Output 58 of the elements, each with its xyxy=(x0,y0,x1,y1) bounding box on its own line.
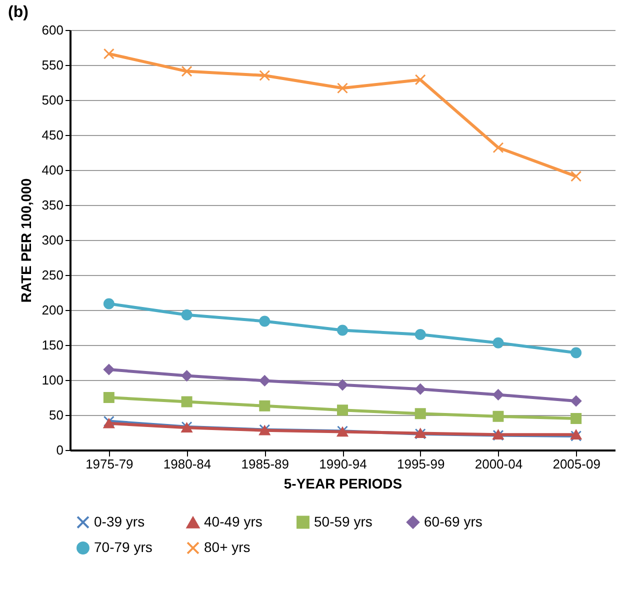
x-tick-label: 1995-99 xyxy=(397,456,445,472)
legend-label: 0-39 yrs xyxy=(94,513,145,530)
point xyxy=(337,404,348,416)
y-tick-label: 100 xyxy=(42,372,64,388)
point xyxy=(103,392,114,403)
y-tick-label: 200 xyxy=(42,302,64,318)
point xyxy=(570,170,582,182)
point xyxy=(259,316,270,327)
y-tick-label: 400 xyxy=(42,162,64,178)
point xyxy=(181,396,192,408)
point xyxy=(103,48,114,60)
legend-label: 60-69 yrs xyxy=(424,513,482,530)
legend-label: 80+ yrs xyxy=(204,539,250,555)
y-tick-label: 600 xyxy=(42,22,64,38)
y-tick-label: 500 xyxy=(42,92,64,108)
y-axis-title: RATE PER 100,000 xyxy=(18,178,34,303)
y-tick-label: 450 xyxy=(42,128,64,142)
point xyxy=(414,74,426,86)
point xyxy=(492,389,504,400)
x-tick-label: 1990-94 xyxy=(319,456,367,472)
point xyxy=(259,375,270,386)
y-tick-label: 250 xyxy=(42,268,64,282)
point xyxy=(337,82,348,94)
point xyxy=(492,410,504,422)
y-tick-label: 350 xyxy=(42,198,64,212)
point xyxy=(103,418,114,428)
point xyxy=(259,400,270,412)
point xyxy=(570,347,582,358)
y-tick-label: 150 xyxy=(42,338,64,352)
point xyxy=(414,329,426,340)
point xyxy=(181,309,192,320)
point xyxy=(414,408,426,420)
legend-label: 40-49 yrs xyxy=(204,514,262,530)
point xyxy=(337,379,348,390)
point xyxy=(570,396,582,406)
y-tick-label: 0 xyxy=(56,442,64,458)
x-tick-label: 1975-79 xyxy=(86,456,134,472)
point xyxy=(181,66,192,77)
point xyxy=(103,364,114,375)
point xyxy=(103,298,114,310)
legend-label: 70-79 yrs xyxy=(94,539,152,555)
y-tick-label: 300 xyxy=(42,232,64,248)
x-tick-label: 2000-04 xyxy=(474,456,523,472)
legend-label: 50-59 yrs xyxy=(314,513,372,530)
y-tick-label: 550 xyxy=(42,58,64,72)
x-tick-label: 2005-09 xyxy=(552,456,600,472)
point xyxy=(414,384,426,395)
y-tick-label: 50 xyxy=(49,408,64,422)
point xyxy=(181,370,192,382)
point xyxy=(337,324,348,336)
x-tick-label: 1980-84 xyxy=(163,456,212,472)
point xyxy=(492,142,504,154)
x-axis-title: 5-YEAR PERIODS xyxy=(284,476,402,492)
point xyxy=(570,413,582,424)
chart-title: (b) xyxy=(8,4,28,21)
point xyxy=(259,70,270,81)
x-tick-label: 1985-89 xyxy=(241,456,289,472)
point xyxy=(492,337,504,348)
